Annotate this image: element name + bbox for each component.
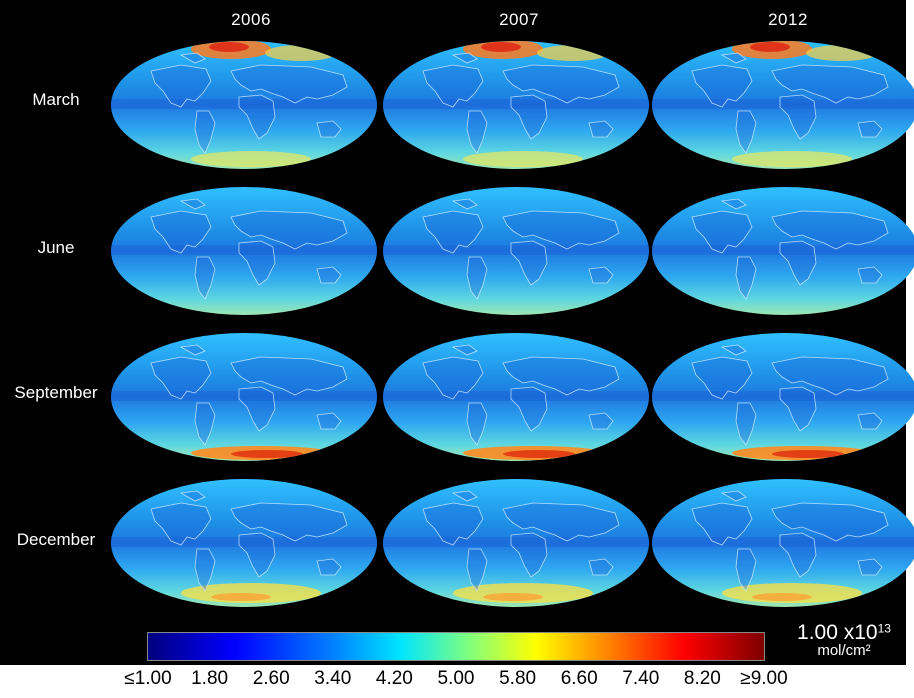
unit-value: 1.00 x10 bbox=[797, 621, 878, 644]
globe-map bbox=[111, 333, 377, 461]
row-label-september: September bbox=[14, 383, 98, 402]
scale-tick: ≤1.00 bbox=[124, 668, 172, 689]
column-label-2007: 2007 bbox=[499, 10, 539, 29]
scale-tick: 7.40 bbox=[622, 668, 660, 689]
scale-tick: 2.60 bbox=[252, 668, 290, 689]
scale-tick: 1.80 bbox=[191, 668, 229, 689]
globe-map bbox=[111, 479, 377, 607]
row-label-march: March bbox=[32, 90, 80, 109]
column-label-2012: 2012 bbox=[768, 10, 808, 29]
globe-map bbox=[111, 41, 377, 169]
unit-label: 1.00 x1013 mol/cm² bbox=[784, 622, 904, 658]
row-label-december: December bbox=[16, 530, 96, 549]
map-figure: 2006 2007 2012 March June September Dece… bbox=[0, 0, 914, 665]
scale-tick: 4.20 bbox=[375, 668, 413, 689]
globe-map bbox=[652, 333, 914, 461]
color-scale-ticks: ≤1.00 1.80 2.60 3.40 4.20 5.00 5.80 6.60… bbox=[124, 668, 787, 696]
globe-map bbox=[111, 187, 377, 315]
scale-tick: 8.20 bbox=[683, 668, 721, 689]
unit-denominator: mol/cm² bbox=[817, 642, 871, 659]
scale-tick: 3.40 bbox=[314, 668, 352, 689]
globe-map bbox=[652, 41, 914, 169]
scale-tick: ≥9.00 bbox=[740, 668, 788, 689]
globe-map bbox=[383, 41, 649, 169]
globe-map bbox=[652, 187, 914, 315]
globe-map bbox=[652, 479, 914, 607]
scale-tick: 5.80 bbox=[499, 668, 537, 689]
globe-map bbox=[383, 479, 649, 607]
row-label-june: June bbox=[37, 238, 75, 257]
unit-exponent: 13 bbox=[877, 621, 891, 636]
color-scale-bar bbox=[147, 632, 765, 661]
globe-map bbox=[383, 333, 649, 461]
column-label-2006: 2006 bbox=[231, 10, 271, 29]
globe-map bbox=[383, 187, 649, 315]
scale-tick: 6.60 bbox=[560, 668, 598, 689]
scale-tick: 5.00 bbox=[437, 668, 475, 689]
